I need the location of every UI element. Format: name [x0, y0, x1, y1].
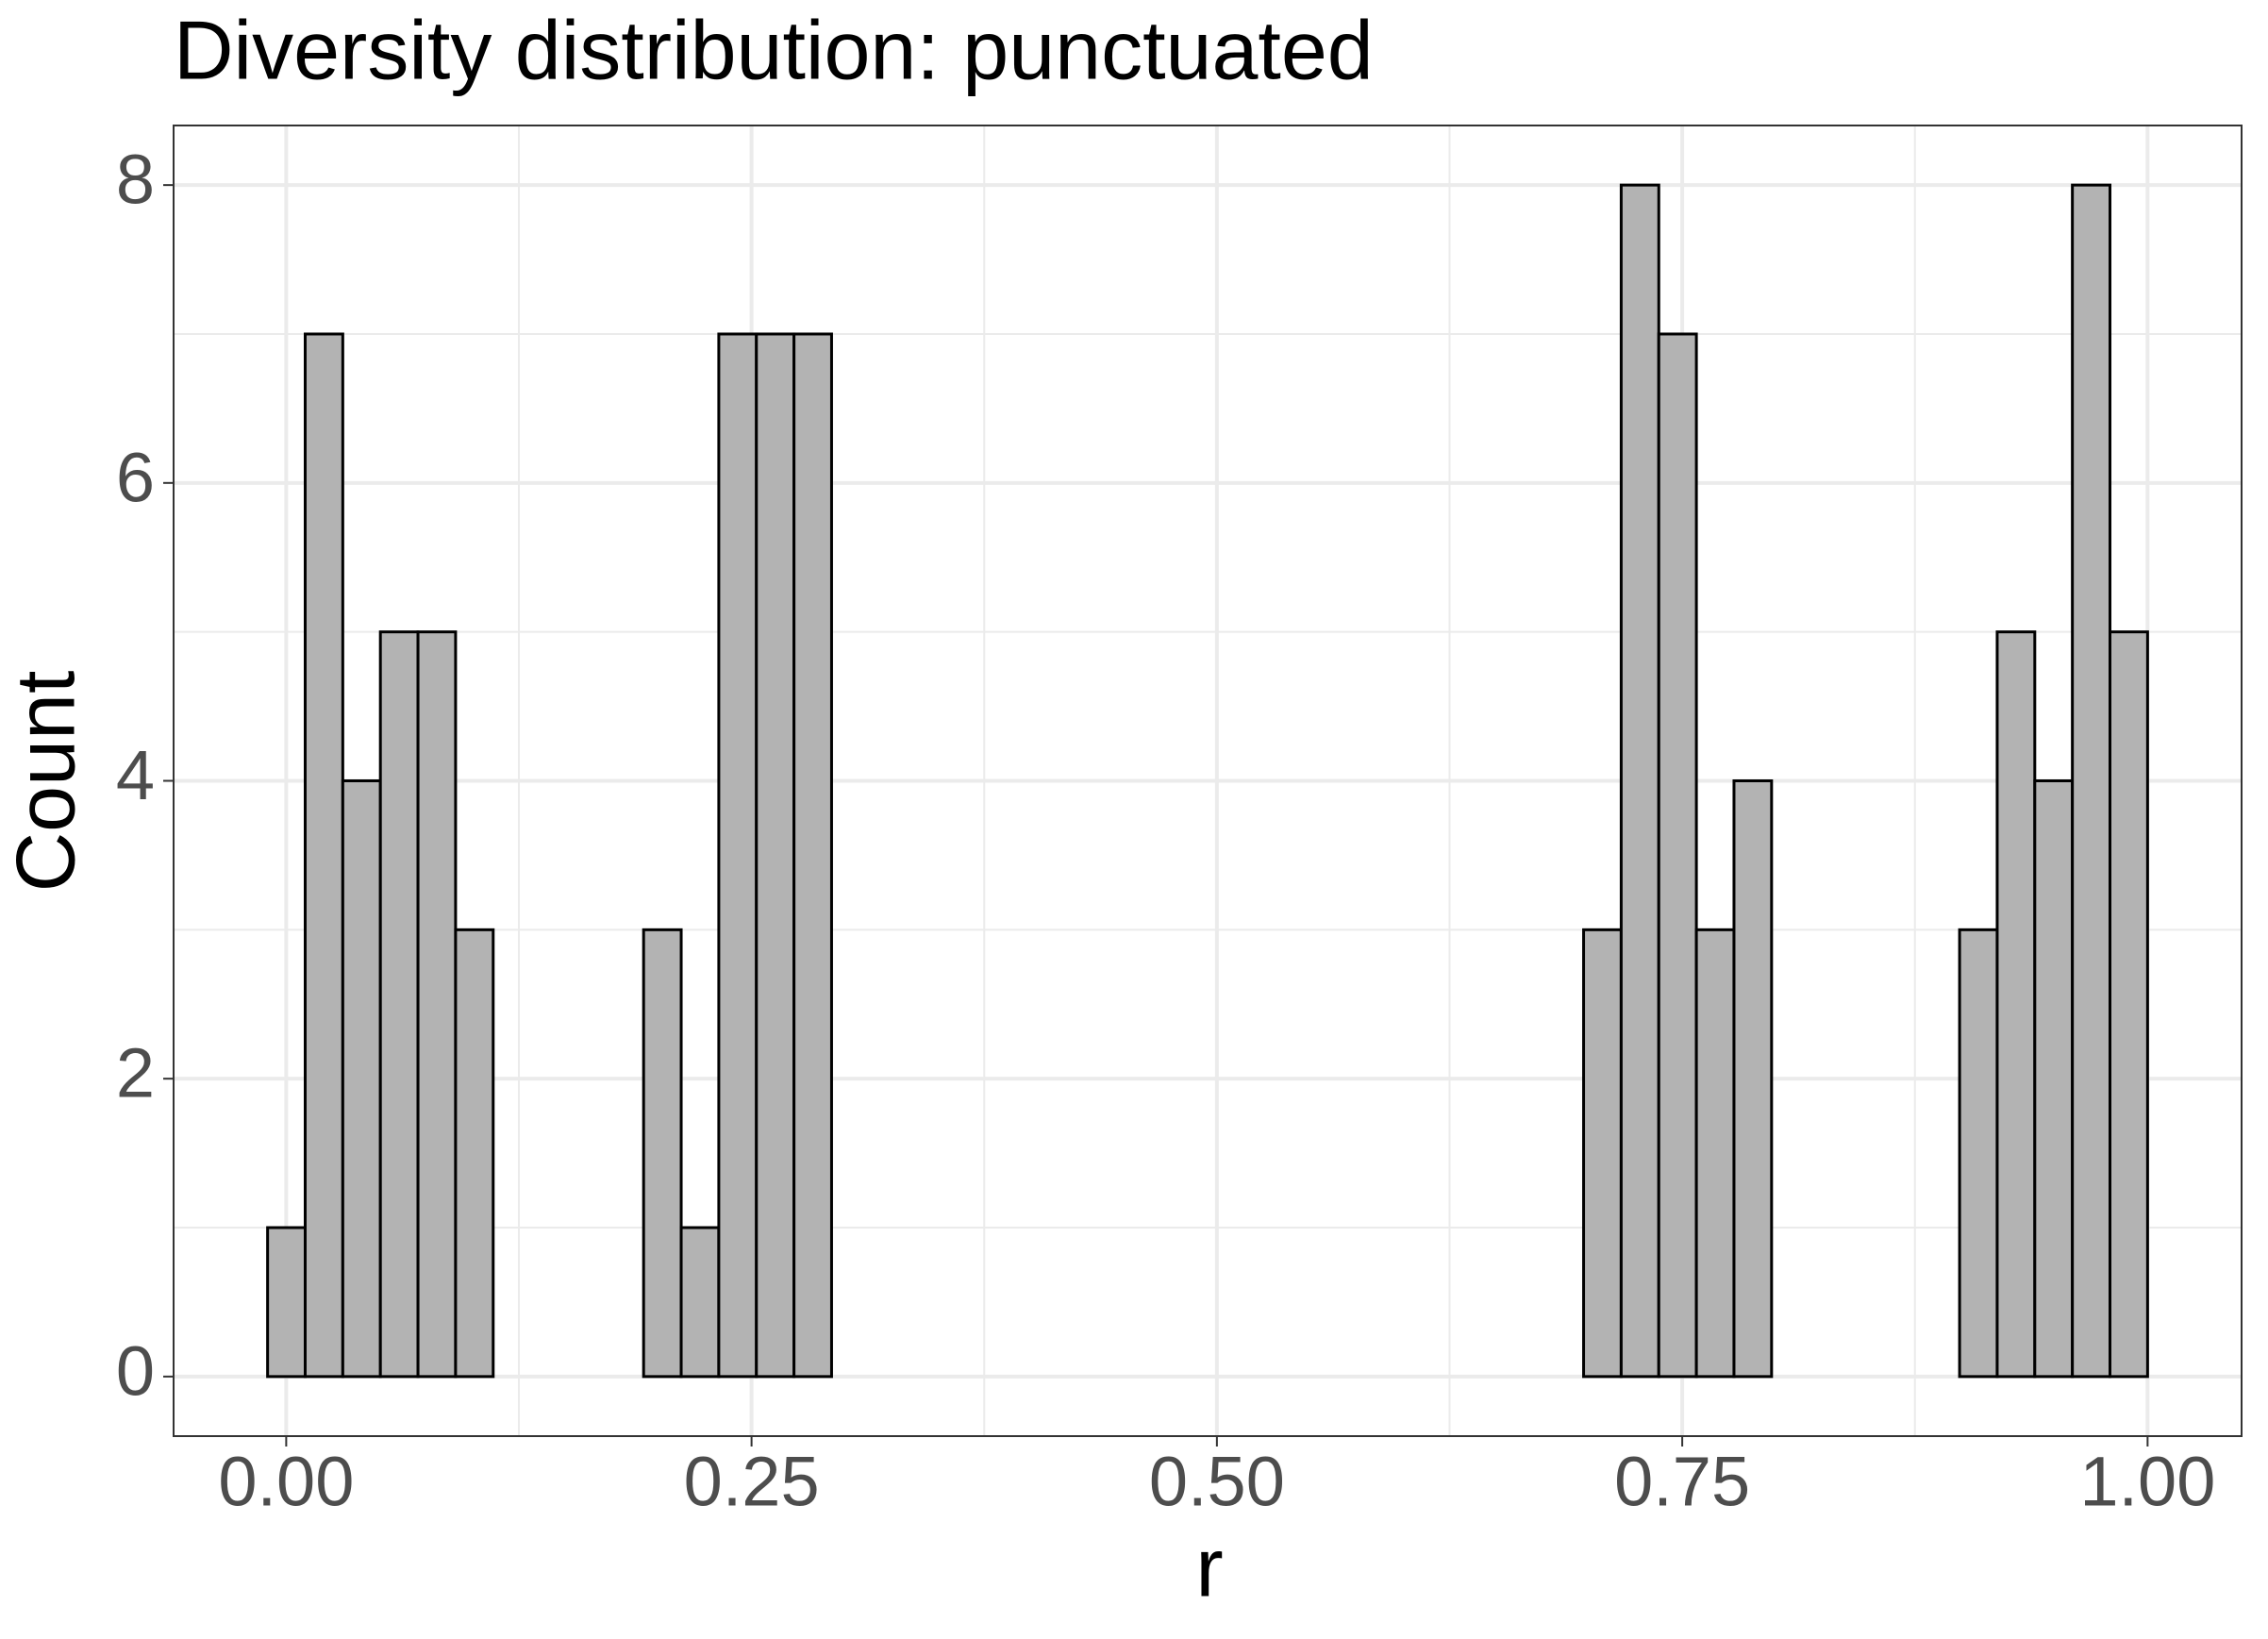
- y-tick-label: 0: [116, 1331, 155, 1410]
- y-axis-title: Count: [0, 671, 92, 893]
- bar: [755, 332, 796, 1379]
- bar: [642, 928, 683, 1379]
- bar: [1732, 779, 1774, 1379]
- bar: [679, 1226, 721, 1379]
- bar: [2033, 779, 2075, 1379]
- bar: [2109, 630, 2149, 1379]
- bar: [2071, 183, 2112, 1379]
- bar: [1958, 928, 1999, 1379]
- y-tick-label: 8: [116, 141, 155, 219]
- bar: [378, 630, 420, 1379]
- bar: [341, 779, 382, 1379]
- bar: [303, 332, 344, 1379]
- x-tick-label: 0.50: [1149, 1443, 1285, 1521]
- bar: [1619, 183, 1660, 1379]
- x-axis-title: r: [1195, 1520, 1223, 1614]
- bar: [1582, 928, 1623, 1379]
- bar: [1657, 332, 1698, 1379]
- bar: [416, 630, 458, 1379]
- bar: [792, 332, 833, 1379]
- x-tick-label: 0.75: [1614, 1443, 1750, 1521]
- y-tick-label: 4: [116, 736, 155, 814]
- bar: [1995, 630, 2037, 1379]
- bar: [266, 1226, 307, 1379]
- bar: [717, 332, 759, 1379]
- x-tick-label: 1.00: [2079, 1443, 2215, 1521]
- y-tick-label: 2: [116, 1034, 155, 1112]
- x-tick-label: 0.25: [684, 1443, 820, 1521]
- bar: [1694, 928, 1736, 1379]
- chart-title: Diversity distribution: punctuated: [174, 3, 1374, 96]
- y-tick-label: 6: [116, 438, 155, 516]
- x-tick-label: 0.00: [218, 1443, 354, 1521]
- bar: [454, 928, 495, 1379]
- plot-border: [173, 125, 2243, 1437]
